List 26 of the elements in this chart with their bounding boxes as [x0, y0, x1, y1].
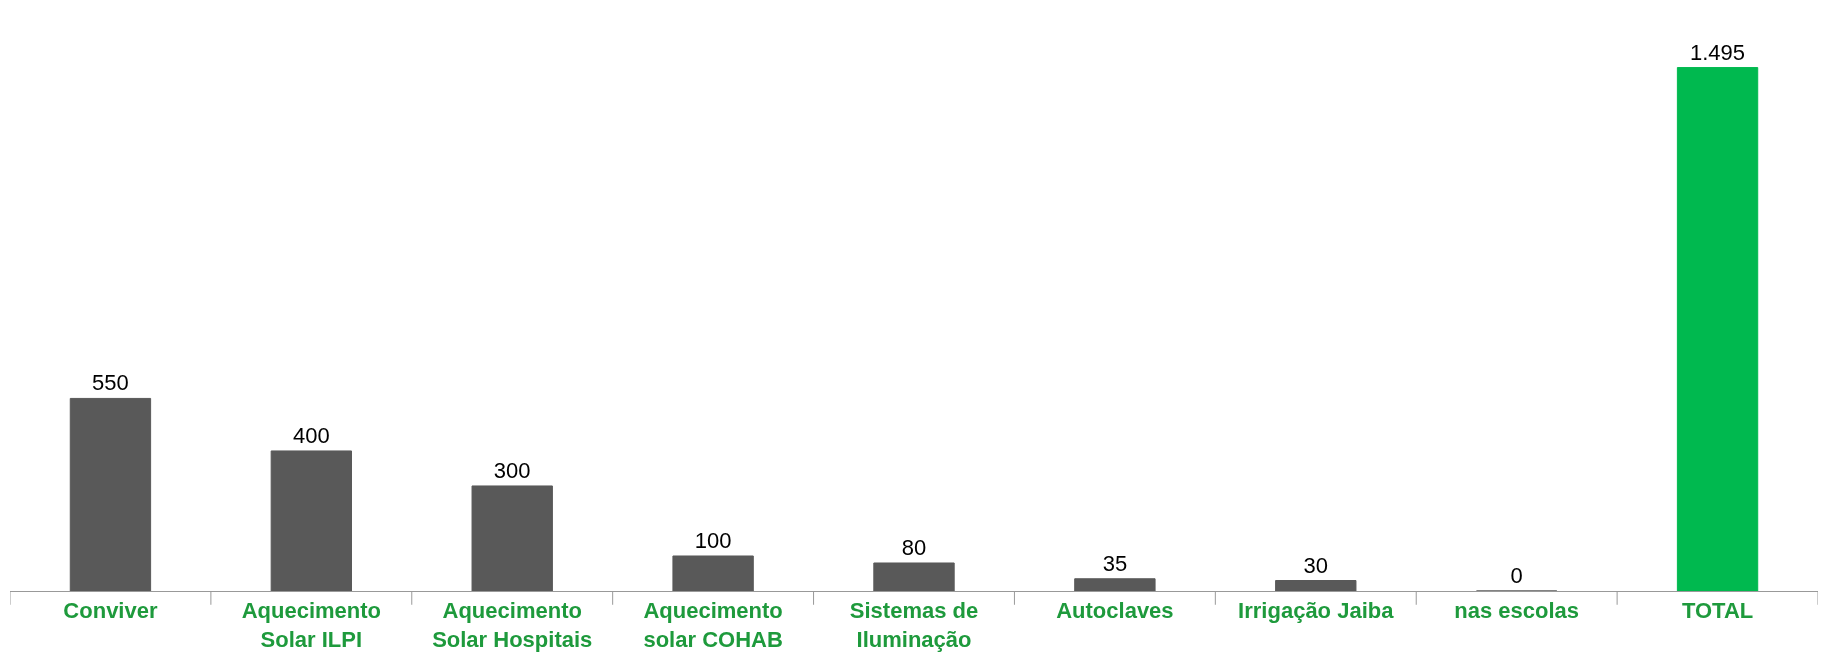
x-tick-label: nas escolas: [1454, 598, 1580, 624]
data-label: 30: [1303, 552, 1329, 578]
bar: [1676, 67, 1759, 591]
data-label: 1.495: [1690, 39, 1746, 65]
bar: [1074, 578, 1156, 591]
x-tick-label: Irrigação Jaiba: [1238, 598, 1395, 624]
bar: [873, 562, 955, 591]
x-tick-label: Autoclaves: [1056, 598, 1174, 624]
x-tick-label: Sistemas de Iluminação: [849, 598, 979, 652]
x-tick-label: Aquecimento solar COHAB: [643, 598, 783, 652]
data-label: 100: [694, 527, 732, 553]
x-tick-label: Aquecimento Solar ILPI: [241, 598, 382, 652]
bar: [1275, 580, 1357, 591]
bar: [69, 397, 152, 591]
bar: [270, 450, 353, 591]
data-label: 35: [1102, 550, 1128, 576]
data-label: 80: [901, 534, 927, 560]
bar: [471, 485, 553, 591]
data-label: 400: [292, 422, 330, 448]
x-tick-label: Conviver: [63, 598, 158, 624]
x-tick-label: Aquecimento Solar Hospitais: [432, 598, 593, 652]
x-tick-label: TOTAL: [1681, 598, 1754, 624]
data-label: 0: [1510, 563, 1523, 588]
data-label: 300: [493, 457, 531, 483]
bar: [672, 555, 754, 591]
data-label: 550: [92, 370, 129, 396]
